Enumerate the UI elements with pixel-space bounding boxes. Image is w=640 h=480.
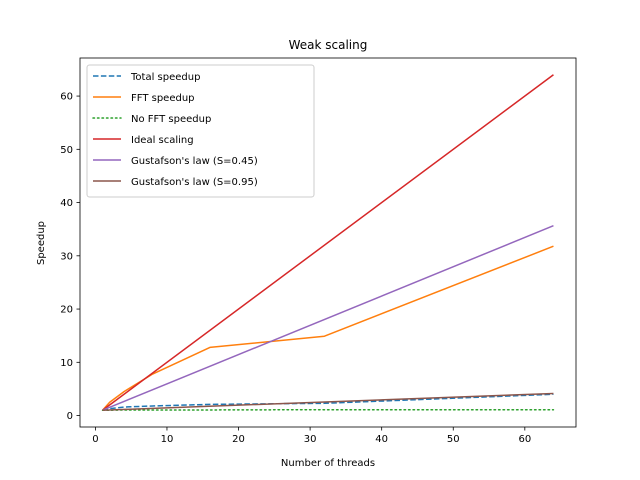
y-axis-label: Speedup xyxy=(36,221,47,265)
x-tick-label: 60 xyxy=(518,434,531,445)
legend-label-0: Total speedup xyxy=(130,72,200,83)
legend-label-4: Gustafson's law (S=0.45) xyxy=(131,156,258,167)
legend-label-1: FFT speedup xyxy=(131,93,195,104)
legend-label-5: Gustafson's law (S=0.95) xyxy=(131,177,258,188)
x-tick-label: 10 xyxy=(161,434,174,445)
y-tick-label: 10 xyxy=(60,358,73,369)
x-tick-label: 40 xyxy=(375,434,388,445)
axes-frame xyxy=(79,57,577,428)
y-tick-label: 0 xyxy=(67,411,73,422)
legend-label-3: Ideal scaling xyxy=(131,135,194,146)
x-tick-label: 0 xyxy=(92,434,98,445)
y-tick-label: 50 xyxy=(60,145,73,156)
y-tick-label: 60 xyxy=(60,92,73,103)
series-line-3 xyxy=(102,74,554,411)
series-line-1 xyxy=(101,245,554,411)
y-tick-label: 30 xyxy=(60,251,73,262)
x-tick-label: 20 xyxy=(232,434,245,445)
y-tick-label: 40 xyxy=(60,198,73,209)
plot-area: 0 10 20 30 40 50 60 0 10 20 30 40 50 60 Total speedup F… xyxy=(60,57,577,445)
series-line-2 xyxy=(101,408,555,411)
chart-title: Weak scaling xyxy=(289,38,368,52)
legend-box xyxy=(86,64,315,198)
y-tick-label: 20 xyxy=(60,305,73,316)
x-tick-label: 30 xyxy=(304,434,317,445)
x-tick-label: 50 xyxy=(447,434,460,445)
legend-label-2: No FFT speedup xyxy=(131,114,211,125)
series-line-5 xyxy=(102,392,554,411)
x-axis-label: Number of threads xyxy=(281,458,375,469)
series-line-0 xyxy=(102,393,554,411)
series-line-4 xyxy=(102,225,554,411)
